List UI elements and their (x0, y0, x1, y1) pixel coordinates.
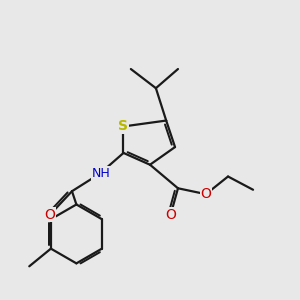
Text: O: O (200, 187, 211, 201)
Text: O: O (165, 208, 176, 222)
Text: NH: NH (92, 167, 111, 180)
Text: O: O (44, 208, 55, 222)
Text: S: S (118, 119, 128, 134)
